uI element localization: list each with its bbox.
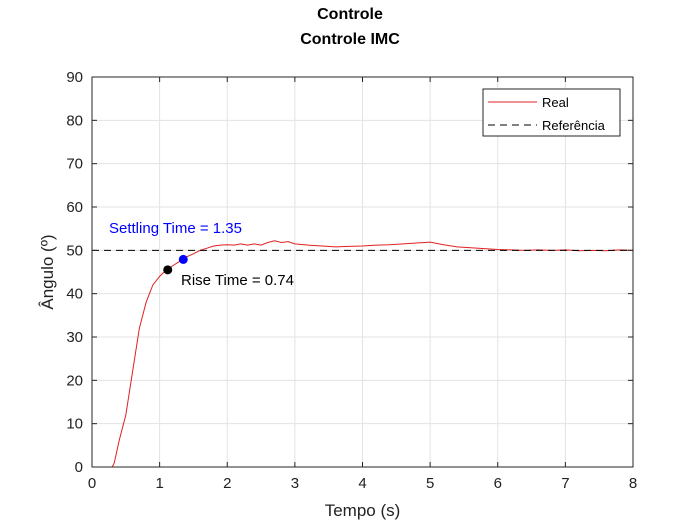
x-tick-label: 4	[358, 475, 366, 492]
series-line-real	[92, 240, 634, 468]
y-tick-label: 50	[66, 242, 83, 259]
x-tick-label: 5	[426, 475, 434, 492]
x-tick-label: 7	[561, 475, 569, 492]
x-tick-label: 8	[629, 475, 637, 492]
y-tick-label: 0	[75, 459, 83, 476]
y-tick-label: 10	[66, 416, 83, 433]
y-tick-label: 90	[66, 69, 83, 86]
rise-time-marker	[163, 265, 173, 275]
y-tick-label: 80	[66, 112, 83, 129]
settling-time-label: Settling Time = 1.35	[109, 220, 242, 237]
y-tick-label: 30	[66, 329, 83, 346]
x-tick-label: 6	[494, 475, 502, 492]
x-axis-label: Tempo (s)	[325, 501, 401, 520]
y-tick-label: 20	[66, 372, 83, 389]
y-tick-label: 60	[66, 199, 83, 216]
y-tick-label: 40	[66, 286, 83, 303]
rise-time-label: Rise Time = 0.74	[181, 272, 294, 289]
legend-label-real: Real	[542, 95, 569, 110]
x-tick-label: 3	[291, 475, 299, 492]
y-axis-label: Ângulo (º)	[38, 234, 57, 309]
settling-time-marker	[178, 254, 188, 264]
legend-box	[482, 88, 621, 137]
chart-title: Controle	[317, 6, 383, 23]
x-tick-label: 2	[223, 475, 231, 492]
chart-subtitle: Controle IMC	[300, 31, 400, 48]
x-tick-label: 1	[155, 475, 163, 492]
x-tick-label: 0	[88, 475, 96, 492]
legend-label-referencia: Referência	[542, 118, 606, 133]
y-tick-label: 70	[66, 156, 83, 173]
